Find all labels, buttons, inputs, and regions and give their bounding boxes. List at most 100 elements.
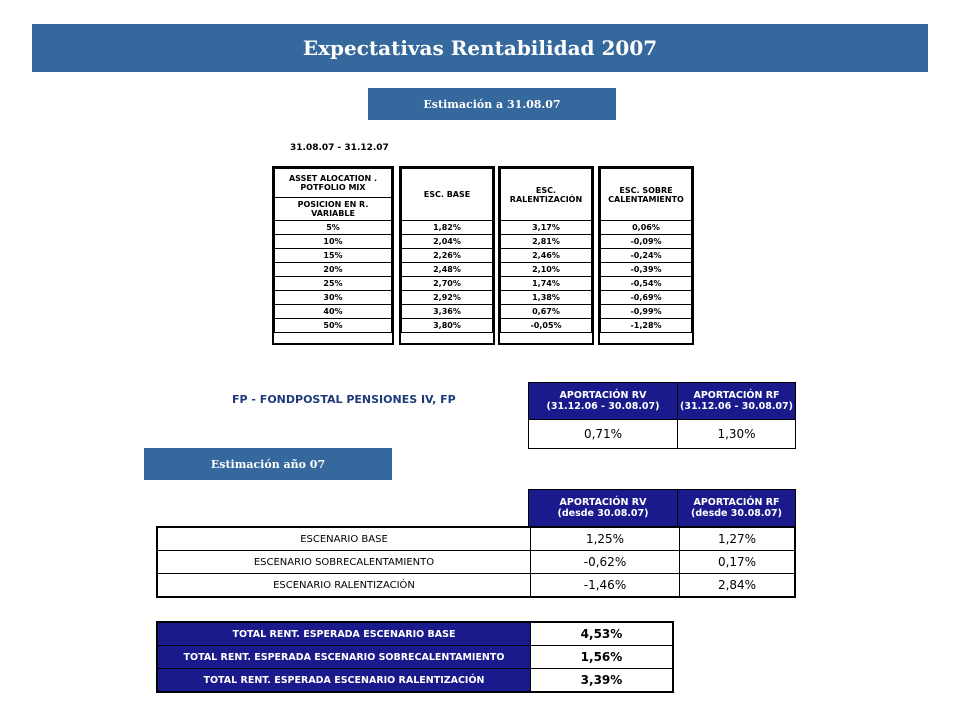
allocation-header-line1: ASSET ALOCATION . bbox=[288, 174, 378, 183]
overheat-header-line2: CALENTAMIENTO bbox=[608, 194, 684, 204]
base-value-cell: 2,48% bbox=[401, 262, 493, 277]
slowdown-value-cell: 0,67% bbox=[500, 304, 592, 319]
table-row: 3,17% bbox=[500, 220, 592, 235]
slowdown-column-box: ESC. RALENTIZACIÓN 3,17% 2,81% 2,46% 2,10% 1… bbox=[498, 166, 594, 345]
scenario-rf-value: 2,84% bbox=[679, 573, 796, 598]
base-value-cell: 3,36% bbox=[401, 304, 493, 319]
table-row: 2,81% bbox=[500, 234, 592, 249]
slowdown-header-line2: RALENTIZACIÓN bbox=[509, 194, 583, 204]
table-row: 1,74% bbox=[500, 276, 592, 291]
table-row: 40% bbox=[274, 304, 392, 319]
overheat-value-cell: 0,06% bbox=[600, 220, 692, 235]
slowdown-header: ESC. RALENTIZACIÓN bbox=[500, 168, 592, 221]
table-row: 30% bbox=[274, 290, 392, 305]
fund-rf-header-label: APORTACIÓN RF bbox=[693, 390, 780, 401]
base-value-cell: 1,82% bbox=[401, 220, 493, 235]
allocation-header-line2: POTFOLIO MIX bbox=[300, 183, 366, 192]
allocation-position-table: ASSET ALOCATION . POTFOLIO MIX POSICION … bbox=[274, 168, 392, 333]
table-row: -0,39% bbox=[600, 262, 692, 277]
allocation-position-cell: 10% bbox=[274, 234, 392, 249]
totals-table: TOTAL RENT. ESPERADA ESCENARIO BASE 4,53%… bbox=[156, 621, 674, 693]
base-column-table: ESC. BASE 1,82% 2,04% 2,26% 2,48% 2,70% 2,92%… bbox=[401, 168, 493, 333]
allocation-position-cell: 40% bbox=[274, 304, 392, 319]
scenario-rv-value: -0,62% bbox=[530, 550, 680, 574]
slowdown-value-cell: 2,46% bbox=[500, 248, 592, 263]
slowdown-value-cell: 2,81% bbox=[500, 234, 592, 249]
table-row: 10% bbox=[274, 234, 392, 249]
total-value: 4,53% bbox=[530, 621, 674, 646]
table-row: ESCENARIO SOBRECALENTAMIENTO -0,62% 0,17% bbox=[156, 550, 796, 574]
table-row: 1,82% bbox=[401, 220, 493, 235]
scenario-rf-value: 0,17% bbox=[679, 550, 796, 574]
table-row: ESCENARIO BASE 1,25% 1,27% bbox=[156, 526, 796, 551]
overheat-header-line1: ESC. SOBRE bbox=[619, 185, 673, 195]
allocation-subheader: POSICION EN R. VARIABLE bbox=[274, 197, 392, 221]
date-range-label: 31.08.07 - 31.12.07 bbox=[290, 143, 389, 153]
allocation-position-cell: 30% bbox=[274, 290, 392, 305]
table-row: -0,09% bbox=[600, 234, 692, 249]
table-row: 2,70% bbox=[401, 276, 493, 291]
fund-rf-value: 1,30% bbox=[677, 419, 796, 449]
fund-rf-header: APORTACIÓN RF (31.12.06 - 30.08.07) bbox=[677, 382, 796, 420]
fund-name: FP - FONDPOSTAL PENSIONES IV, FP bbox=[232, 393, 456, 406]
overheat-value-cell: -0,24% bbox=[600, 248, 692, 263]
total-value: 1,56% bbox=[530, 645, 674, 669]
overheat-column-box: ESC. SOBRE CALENTAMIENTO 0,06% -0,09% -0,2… bbox=[598, 166, 694, 345]
table-row: 3,80% bbox=[401, 318, 493, 333]
base-value-cell: 2,92% bbox=[401, 290, 493, 305]
allocation-position-cell: 25% bbox=[274, 276, 392, 291]
total-label: TOTAL RENT. ESPERADA ESCENARIO BASE bbox=[156, 621, 531, 646]
fund-rf-period: (31.12.06 - 30.08.07) bbox=[680, 401, 793, 412]
table-row: 2,48% bbox=[401, 262, 493, 277]
base-value-cell: 2,70% bbox=[401, 276, 493, 291]
slowdown-value-cell: -0,05% bbox=[500, 318, 592, 333]
slowdown-column-table: ESC. RALENTIZACIÓN 3,17% 2,81% 2,46% 2,10% 1… bbox=[500, 168, 592, 333]
base-header: ESC. BASE bbox=[401, 168, 493, 221]
fund-rv-value: 0,71% bbox=[528, 419, 678, 449]
table-row: 2,04% bbox=[401, 234, 493, 249]
scenario-label: ESCENARIO SOBRECALENTAMIENTO bbox=[156, 550, 531, 574]
scenario-rv-value: 1,25% bbox=[530, 526, 680, 551]
table-row: 25% bbox=[274, 276, 392, 291]
total-value: 3,39% bbox=[530, 668, 674, 693]
table-row: 0,67% bbox=[500, 304, 592, 319]
table-row: 0,06% bbox=[600, 220, 692, 235]
overheat-value-cell: -0,39% bbox=[600, 262, 692, 277]
slowdown-value-cell: 1,38% bbox=[500, 290, 592, 305]
table-row: 3,36% bbox=[401, 304, 493, 319]
fund-rv-header: APORTACIÓN RV (31.12.06 - 30.08.07) bbox=[528, 382, 678, 420]
allocation-position-cell: 15% bbox=[274, 248, 392, 263]
table-row: TOTAL RENT. ESPERADA ESCENARIO RALENTIZA… bbox=[156, 668, 674, 693]
base-value-cell: 3,80% bbox=[401, 318, 493, 333]
table-row: -0,24% bbox=[600, 248, 692, 263]
scenario-rv-header: APORTACIÓN RV (desde 30.08.07) bbox=[528, 489, 678, 527]
scenario-rf-value: 1,27% bbox=[679, 526, 796, 551]
table-row: -1,28% bbox=[600, 318, 692, 333]
scenario-table: ESCENARIO BASE 1,25% 1,27% ESCENARIO SOBREC… bbox=[156, 526, 796, 598]
overheat-value-cell: -0,69% bbox=[600, 290, 692, 305]
table-row: -0,69% bbox=[600, 290, 692, 305]
total-label: TOTAL RENT. ESPERADA ESCENARIO RALENTIZA… bbox=[156, 668, 531, 693]
overheat-value-cell: -0,54% bbox=[600, 276, 692, 291]
table-row: -0,54% bbox=[600, 276, 692, 291]
scenario-label: ESCENARIO RALENTIZACIÓN bbox=[156, 573, 531, 598]
scenario-rv-value: -1,46% bbox=[530, 573, 680, 598]
slowdown-value-cell: 3,17% bbox=[500, 220, 592, 235]
scenario-rf-header: APORTACIÓN RF (desde 30.08.07) bbox=[677, 489, 796, 527]
base-value-cell: 2,26% bbox=[401, 248, 493, 263]
allocation-position-cell: 5% bbox=[274, 220, 392, 235]
overheat-value-cell: -0,99% bbox=[600, 304, 692, 319]
slowdown-value-cell: 1,74% bbox=[500, 276, 592, 291]
scenario-rv-header-label: APORTACIÓN RV bbox=[559, 497, 647, 508]
allocation-header: ASSET ALOCATION . POTFOLIO MIX bbox=[274, 168, 392, 198]
scenario-label: ESCENARIO BASE bbox=[156, 526, 531, 551]
overheat-value-cell: -1,28% bbox=[600, 318, 692, 333]
fund-contribution-table: APORTACIÓN RV (31.12.06 - 30.08.07) APOR… bbox=[528, 382, 796, 449]
table-row: ESCENARIO RALENTIZACIÓN -1,46% 2,84% bbox=[156, 573, 796, 598]
allocation-position-cell: 20% bbox=[274, 262, 392, 277]
page-title: Expectativas Rentabilidad 2007 bbox=[32, 24, 928, 72]
scenario-rv-period: (desde 30.08.07) bbox=[557, 508, 649, 519]
table-row: 15% bbox=[274, 248, 392, 263]
table-row: 1,38% bbox=[500, 290, 592, 305]
table-row: 2,10% bbox=[500, 262, 592, 277]
